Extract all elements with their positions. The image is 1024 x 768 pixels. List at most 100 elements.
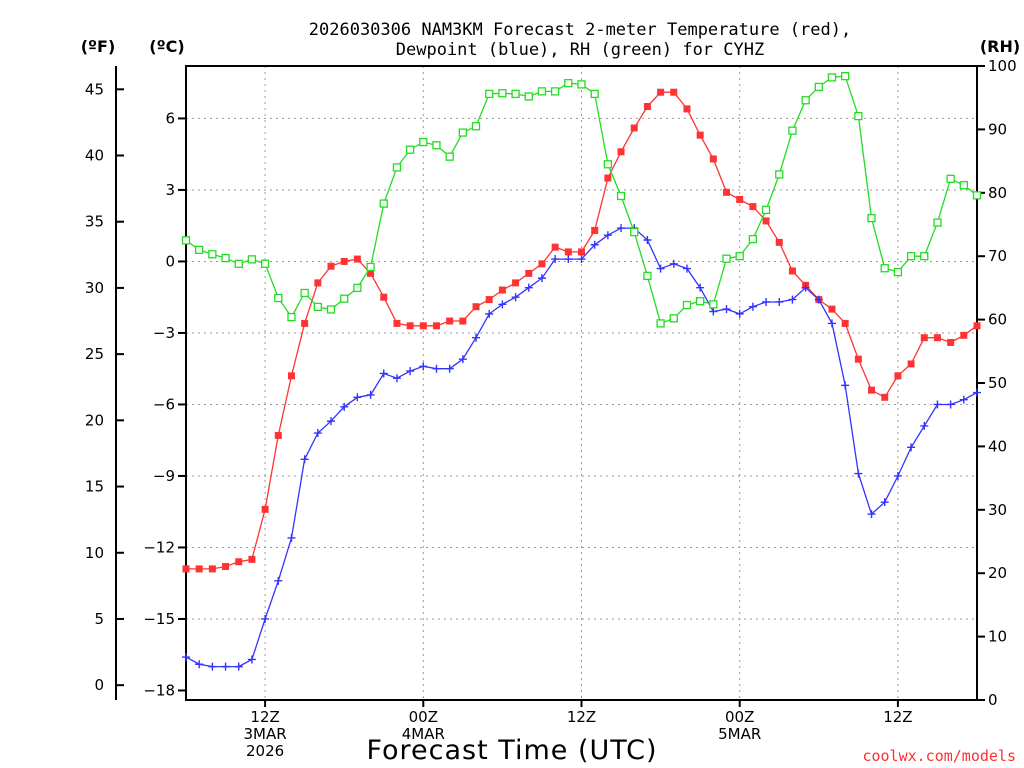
point-temperature: [947, 338, 955, 346]
rh-tick-label: 0: [988, 691, 998, 709]
point-dewpoint: [841, 381, 850, 390]
point-dewpoint: [195, 660, 204, 669]
point-rh: [669, 314, 678, 323]
point-temperature: [591, 226, 599, 234]
point-temperature: [406, 322, 414, 330]
point-temperature: [419, 322, 427, 330]
point-rh: [326, 305, 336, 314]
point-temperature: [472, 303, 480, 311]
point-dewpoint: [814, 295, 823, 304]
point-temperature: [630, 124, 638, 132]
point-temperature: [393, 319, 401, 327]
point-dewpoint: [524, 283, 533, 292]
point-temperature: [788, 267, 796, 275]
point-rh: [550, 87, 560, 96]
point-temperature: [301, 319, 309, 327]
point-dewpoint: [392, 374, 401, 383]
point-dewpoint: [406, 367, 415, 376]
x-tick-label: 5MAR: [718, 725, 761, 743]
series-rh: [181, 71, 982, 328]
point-rh: [933, 218, 942, 227]
point-dewpoint: [682, 264, 691, 273]
point-dewpoint: [696, 283, 705, 292]
fahrenheit-tick-label: 25: [85, 345, 104, 363]
point-temperature: [340, 257, 348, 265]
point-dewpoint: [419, 362, 428, 371]
rh-tick-label: 10: [988, 628, 1007, 646]
point-rh: [181, 236, 191, 245]
point-temperature: [367, 269, 375, 277]
chart-title-line-2: Dewpoint (blue), RH (green) for CYHZ: [396, 40, 764, 60]
point-temperature: [498, 286, 506, 294]
point-rh: [577, 80, 586, 89]
fahrenheit-tick-label: 5: [94, 610, 104, 628]
point-temperature: [287, 372, 295, 380]
point-rh: [445, 152, 454, 161]
point-dewpoint: [762, 297, 771, 306]
point-dewpoint: [959, 395, 968, 404]
point-rh: [682, 300, 692, 310]
point-dewpoint: [287, 533, 296, 542]
point-dewpoint: [261, 614, 270, 623]
point-temperature: [551, 243, 559, 251]
celsius-axis-unit: (ºC): [149, 37, 184, 56]
point-dewpoint: [313, 429, 322, 438]
grid-lines: [186, 66, 977, 700]
point-dewpoint: [643, 235, 652, 244]
point-dewpoint: [854, 469, 863, 478]
fahrenheit-tick-label: 40: [85, 147, 104, 165]
celsius-tick-label: 3: [165, 181, 175, 199]
point-dewpoint: [432, 364, 441, 373]
point-rh: [260, 259, 270, 268]
point-temperature: [868, 386, 876, 394]
point-dewpoint: [827, 319, 836, 328]
point-rh: [854, 111, 863, 121]
x-tick-label: 00Z: [725, 708, 754, 726]
point-dewpoint: [617, 224, 626, 233]
point-temperature: [208, 565, 216, 573]
point-dewpoint: [920, 421, 929, 430]
point-rh: [340, 294, 349, 303]
point-dewpoint: [748, 302, 757, 311]
point-rh: [735, 252, 744, 261]
point-dewpoint: [537, 274, 546, 283]
point-temperature: [564, 248, 572, 256]
celsius-tick-label: −15: [143, 610, 175, 628]
point-dewpoint: [973, 388, 981, 397]
point-temperature: [973, 322, 981, 330]
point-dewpoint: [590, 240, 599, 249]
point-temperature: [432, 322, 440, 330]
point-temperature: [683, 105, 691, 113]
point-dewpoint: [498, 300, 507, 309]
x-tick-label: 12Z: [250, 708, 279, 726]
point-dewpoint: [234, 662, 243, 671]
point-dewpoint: [274, 576, 283, 585]
point-rh: [972, 191, 982, 200]
point-dewpoint: [880, 498, 889, 507]
point-temperature: [446, 317, 454, 325]
point-rh: [722, 254, 731, 263]
point-rh: [696, 297, 705, 306]
point-dewpoint: [775, 297, 784, 306]
point-rh: [432, 141, 441, 150]
point-dewpoint: [709, 307, 718, 316]
fahrenheit-axis-unit: (ºF): [81, 37, 116, 56]
point-temperature: [670, 88, 678, 96]
point-temperature: [907, 360, 915, 368]
axes: [115, 65, 985, 707]
point-dewpoint: [472, 333, 481, 342]
point-dewpoint: [669, 259, 678, 268]
point-dewpoint: [458, 355, 467, 364]
rh-tick-label: 90: [988, 120, 1007, 138]
point-temperature: [525, 269, 533, 277]
point-rh: [867, 214, 876, 223]
point-rh: [485, 89, 494, 99]
point-rh: [524, 92, 533, 101]
point-temperature: [736, 195, 744, 203]
point-temperature: [380, 293, 388, 301]
point-dewpoint: [445, 364, 454, 373]
point-rh: [630, 227, 639, 237]
point-rh: [801, 96, 810, 105]
celsius-tick-label: 6: [165, 109, 175, 127]
